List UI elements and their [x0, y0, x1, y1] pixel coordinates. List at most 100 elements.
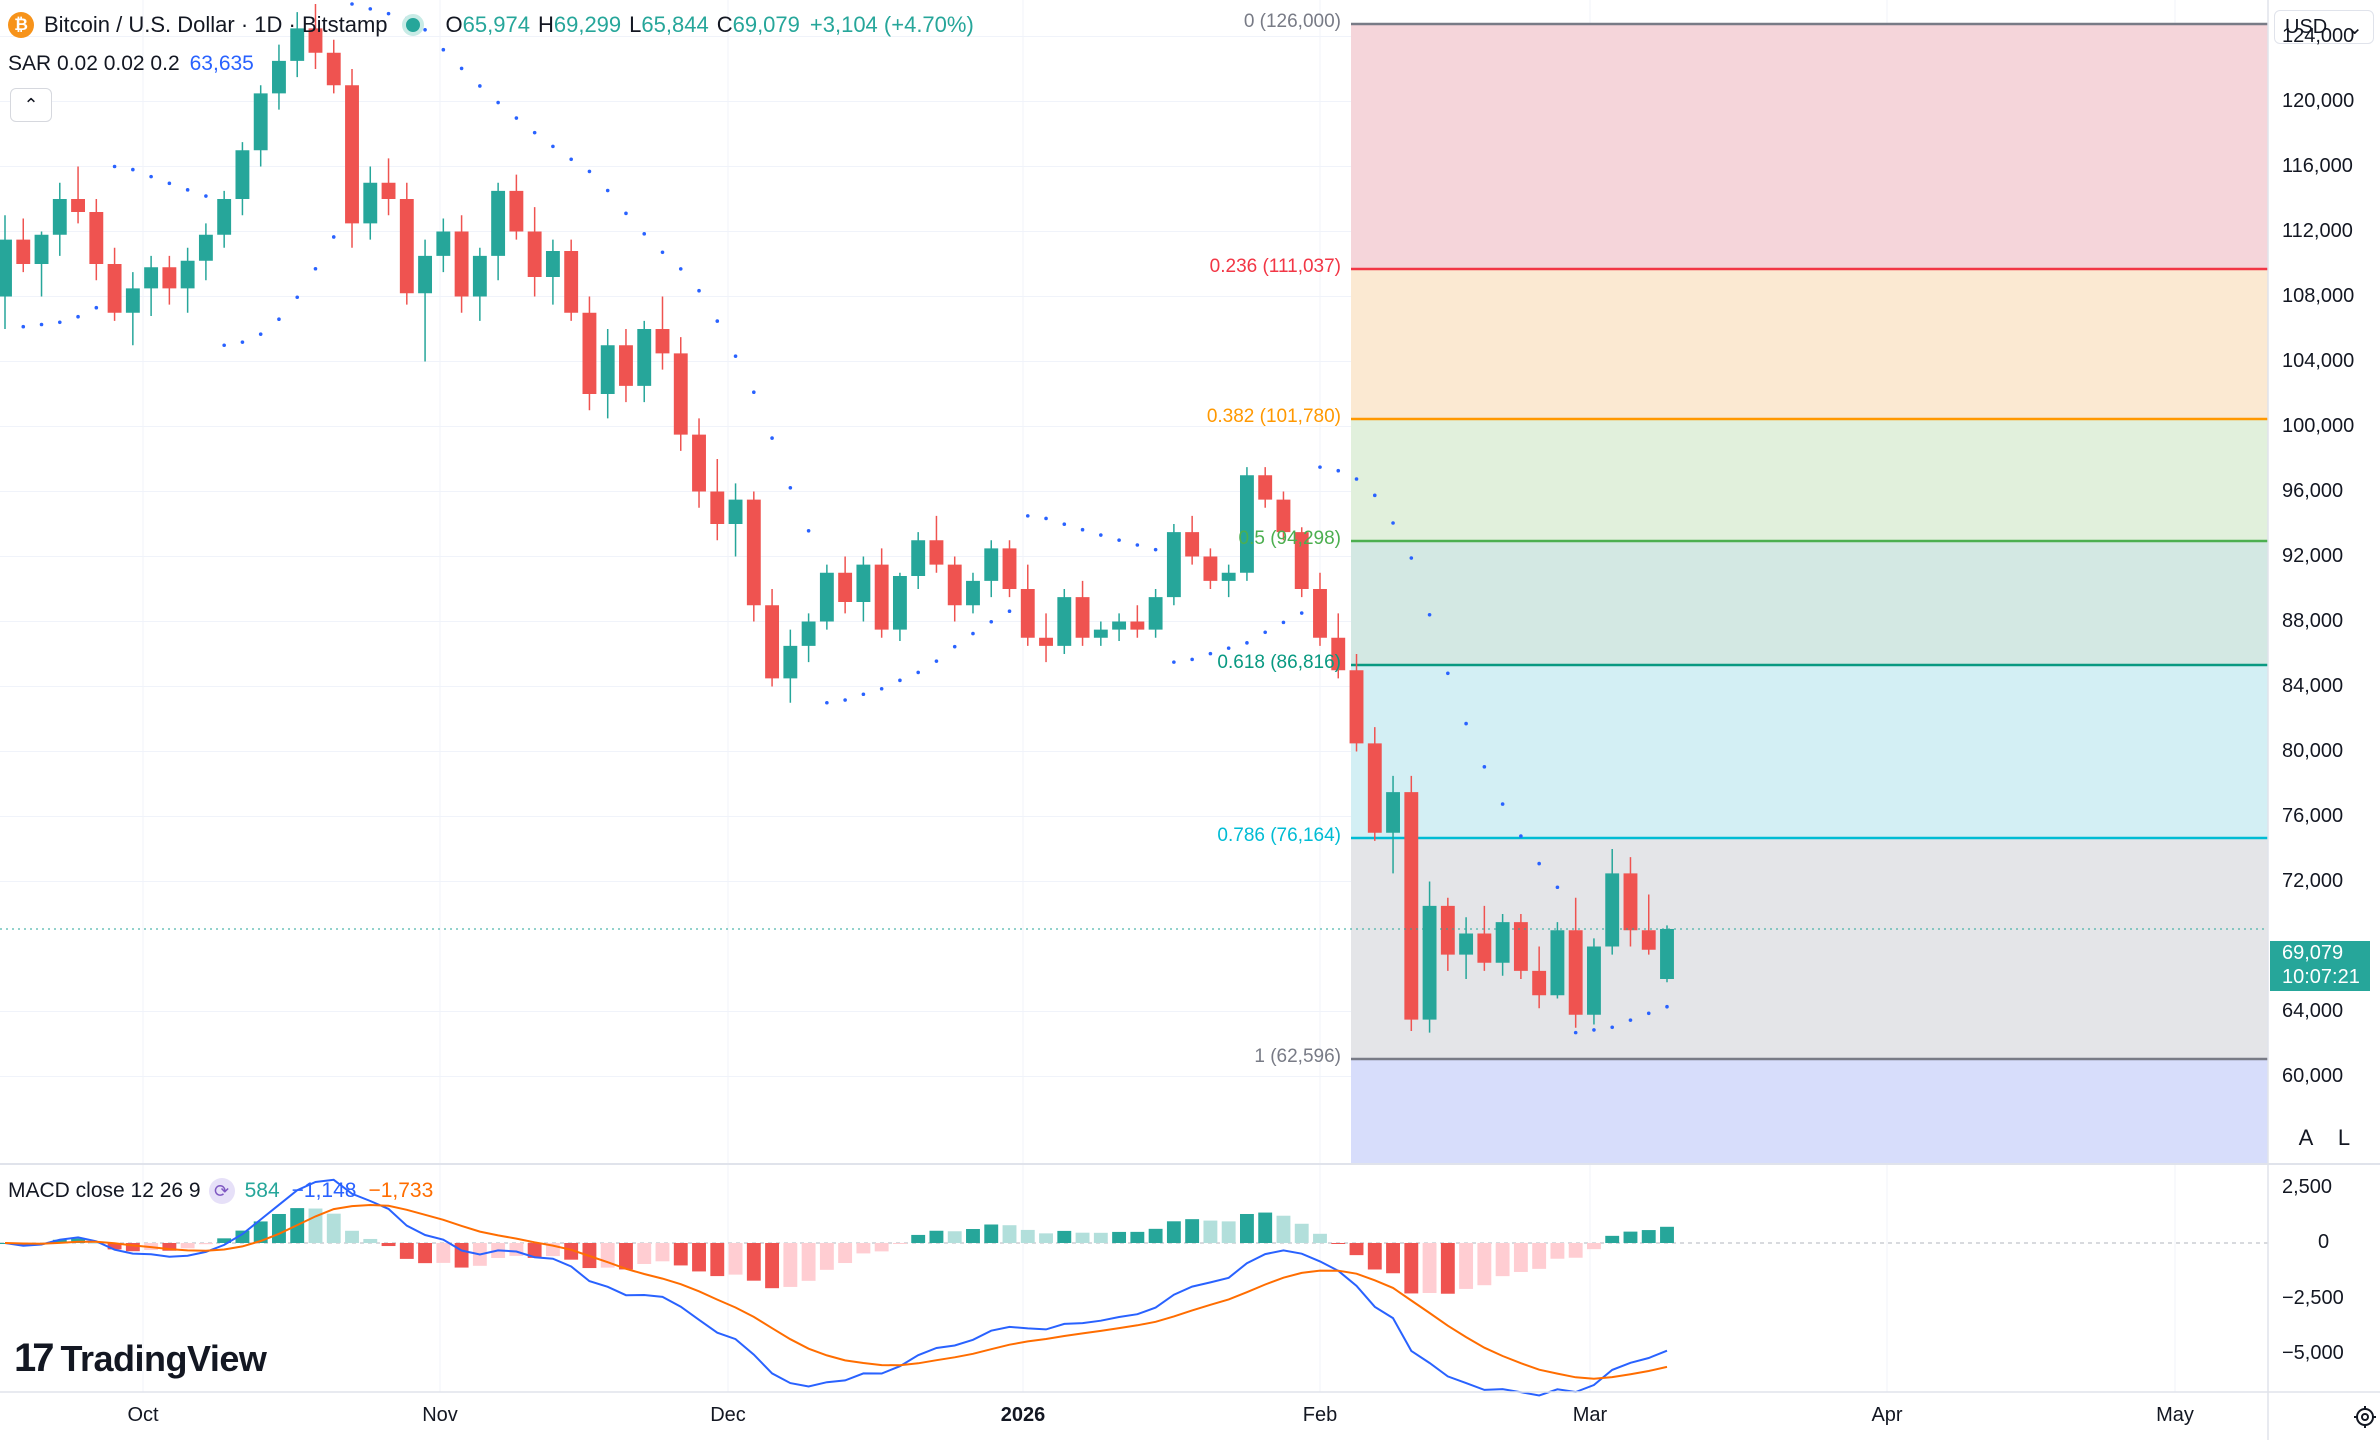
candle-body [1112, 621, 1127, 630]
candle-body [673, 353, 688, 435]
macd-hist-bar [966, 1229, 980, 1243]
sar-dot [204, 194, 208, 198]
time-tick-label: May [2156, 1404, 2194, 1426]
macd-hist-bar [71, 1238, 85, 1243]
tradingview-logo[interactable]: 17 TradingView [14, 1336, 267, 1381]
candle [1404, 775, 1419, 1031]
sar-dot [1409, 556, 1414, 560]
candle-body [454, 231, 469, 297]
sar-dot [478, 84, 482, 88]
candle [1057, 589, 1072, 654]
sar-dot [861, 692, 866, 697]
sar-dot [1555, 885, 1560, 890]
candle-body [1404, 792, 1419, 1020]
sar-dot [825, 700, 829, 705]
candle [491, 182, 506, 281]
fib-level-label: 0.786 (76,164) [1217, 825, 1341, 846]
candle-body [838, 572, 853, 602]
macd-hist-bar [52, 1239, 67, 1243]
fib-retracement[interactable] [1351, 22, 2268, 1163]
macd-legend[interactable]: MACD close 12 26 9 ⟳ 584 −1,148 −1,733 [8, 1178, 433, 1204]
sar-dot [1646, 1011, 1651, 1016]
candle [345, 69, 359, 248]
sar-dot [569, 157, 573, 162]
collapse-legend-button[interactable]: ⌃ [10, 88, 52, 122]
candle-body [107, 264, 122, 313]
sar-dot [551, 144, 555, 149]
price-tick-label: 124,000 [2282, 24, 2355, 47]
sar-dot [76, 314, 80, 319]
candle-body [874, 564, 889, 630]
fib-level-label: 0.5 (94,298) [1238, 528, 1341, 549]
sar-dot [441, 47, 446, 52]
candle-body [1313, 589, 1327, 638]
sar-value: 63,635 [189, 52, 254, 75]
sar-dot [1336, 468, 1341, 473]
refresh-icon[interactable]: ⟳ [208, 1178, 235, 1204]
macd-pane[interactable] [0, 1178, 2268, 1397]
candle [1221, 564, 1236, 598]
sar-dot [1190, 657, 1194, 662]
macd-hist-bar [399, 1243, 414, 1259]
symbol-title[interactable]: Bitcoin / U.S. Dollar · 1D · Bitstamp [44, 12, 388, 37]
candle-body [1568, 930, 1583, 1015]
sar-dot [1354, 477, 1359, 481]
auto-scale-button[interactable]: A [2298, 1125, 2314, 1150]
price-tick-label: 104,000 [2282, 349, 2355, 372]
candle-body [1550, 930, 1565, 996]
candle [235, 142, 250, 216]
price-tick-label: 100,000 [2282, 414, 2355, 437]
candle-body [819, 572, 834, 622]
candle [34, 231, 49, 297]
price-tick-label: 80,000 [2282, 739, 2344, 762]
macd-hist-bar [1112, 1231, 1127, 1243]
macd-hist-bar [1550, 1243, 1565, 1259]
candle-body [235, 150, 250, 199]
candle-body [947, 564, 962, 606]
sar-dot [715, 319, 720, 323]
sar-dot [1007, 609, 1012, 614]
low-label: L [629, 12, 642, 37]
candle-body [1477, 933, 1492, 963]
currency-select[interactable]: USD ⌄ [2274, 10, 2374, 44]
candle [619, 329, 633, 403]
sar-label[interactable]: SAR 0.02 0.02 0.2 [8, 52, 180, 75]
macd-hist-bar [984, 1224, 999, 1243]
symbol-legend[interactable]: ₿ Bitcoin / U.S. Dollar · 1D · Bitstamp … [8, 12, 974, 38]
candle-body [984, 548, 999, 581]
candle [673, 337, 688, 451]
macd-label[interactable]: MACD close 12 26 9 [8, 1179, 201, 1202]
candle [637, 320, 652, 403]
candle [0, 215, 12, 329]
sar-dot [1025, 514, 1030, 518]
candle [381, 158, 396, 216]
log-scale-button[interactable]: L [2337, 1125, 2351, 1150]
macd-hist-bar [217, 1238, 232, 1243]
macd-hist-bar [1367, 1243, 1382, 1270]
fib-zone [1351, 541, 2268, 665]
candle-body [198, 234, 213, 261]
candle-body [619, 345, 633, 386]
sar-dot [697, 288, 701, 293]
sar-dot [496, 100, 500, 105]
candle-body [1440, 905, 1455, 955]
price-tick-label: 96,000 [2282, 479, 2344, 502]
sar-dot [1628, 1018, 1633, 1022]
candle [1513, 914, 1528, 979]
candle-body [637, 329, 652, 386]
sar-dot [1519, 834, 1523, 838]
macd-hist-bar [673, 1243, 688, 1266]
candles[interactable] [0, 4, 2268, 1033]
candle-body [1057, 597, 1072, 646]
chart-settings-button[interactable] [2348, 1400, 2380, 1434]
candle [984, 540, 999, 598]
macd-hist-bar [1057, 1230, 1072, 1243]
fib-zone [1351, 269, 2268, 419]
macd-hist-bar [819, 1243, 834, 1270]
candle [947, 556, 962, 622]
sar-legend[interactable]: SAR 0.02 0.02 0.2 63,635 [8, 52, 254, 76]
macd-hist-bar [125, 1243, 140, 1252]
sar-dot [1245, 641, 1249, 645]
